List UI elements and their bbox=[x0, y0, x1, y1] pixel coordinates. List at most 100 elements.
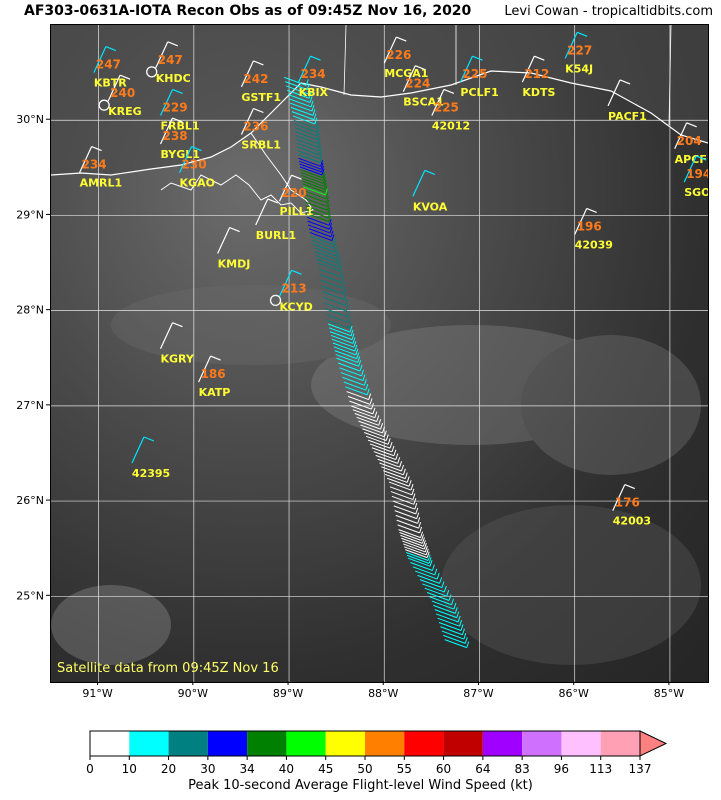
track-barb bbox=[296, 146, 322, 156]
station-pill1: PILL1 220 bbox=[278, 174, 313, 218]
track-barb bbox=[391, 495, 417, 505]
station-kmdj: KMDJ bbox=[217, 226, 250, 271]
wind-barb-flag bbox=[472, 55, 483, 61]
station-gstf1: GSTF1 242 bbox=[240, 60, 281, 104]
track-barb bbox=[444, 639, 470, 649]
station-pressure-value: 226 bbox=[386, 48, 411, 62]
colorbar-swatch bbox=[561, 731, 601, 756]
colorbar-extend-arrow bbox=[639, 730, 668, 757]
track-barb bbox=[298, 157, 324, 167]
wind-barb bbox=[240, 108, 254, 135]
track-barb bbox=[320, 279, 345, 289]
track-barb bbox=[287, 94, 313, 103]
track-barb bbox=[364, 432, 389, 442]
track-barb bbox=[395, 514, 421, 524]
wind-barb bbox=[412, 170, 426, 197]
track-barb bbox=[309, 232, 335, 242]
colorbar-tick-label: 96 bbox=[554, 762, 569, 776]
track-barb bbox=[399, 532, 424, 541]
track-barb bbox=[299, 166, 325, 176]
track-barb bbox=[354, 413, 380, 422]
station-id-label: BURL1 bbox=[256, 229, 296, 242]
colorbar-tick-label: 45 bbox=[318, 762, 333, 776]
wind-barb bbox=[574, 208, 588, 235]
track-barb bbox=[291, 111, 317, 121]
lat-tick-label: 26°N bbox=[16, 494, 44, 507]
cloud-layer bbox=[51, 285, 701, 665]
track-barb bbox=[317, 262, 343, 272]
track-barb bbox=[307, 220, 333, 230]
station-kvoa: KVOA bbox=[412, 169, 448, 213]
track-barb bbox=[292, 115, 318, 125]
track-barb bbox=[318, 268, 344, 278]
track-barb bbox=[326, 319, 352, 329]
wind-barb-flag bbox=[396, 36, 407, 42]
station-khdc: KHDC 247 bbox=[155, 41, 191, 85]
station-42003: 42003 176 bbox=[612, 484, 651, 528]
track-barb bbox=[352, 409, 378, 419]
wind-barb bbox=[240, 60, 254, 88]
colorbar-swatch bbox=[365, 731, 405, 756]
track-barb bbox=[350, 405, 376, 415]
wind-barb-flag bbox=[619, 79, 631, 85]
track-barb bbox=[303, 186, 328, 196]
track-barb bbox=[429, 596, 454, 606]
track-barb bbox=[286, 89, 312, 99]
track-barb bbox=[422, 583, 447, 593]
colorbar-tick-label: 20 bbox=[161, 762, 176, 776]
wind-barb-flag bbox=[172, 322, 183, 328]
colorbar-swatch bbox=[404, 731, 444, 756]
colorbar-swatch bbox=[247, 731, 287, 756]
colorbar-tick-label: 60 bbox=[436, 762, 451, 776]
station-42395: 42395 bbox=[131, 436, 170, 480]
wind-barb-flag bbox=[291, 174, 302, 180]
track-barb bbox=[303, 190, 329, 200]
colorbar-title: Peak 10-second Average Flight-level Wind… bbox=[188, 778, 533, 793]
wind-barb bbox=[278, 174, 293, 202]
station-pressure-value: 213 bbox=[282, 281, 307, 295]
track-barb bbox=[358, 420, 384, 430]
track-barb bbox=[379, 462, 404, 472]
lat-tick-label: 27°N bbox=[16, 399, 44, 412]
track-barb bbox=[301, 174, 326, 184]
track-barb bbox=[388, 481, 414, 491]
wind-barb-flag bbox=[229, 226, 240, 233]
station-id-label: KCYD bbox=[280, 300, 313, 313]
track-barb bbox=[410, 562, 435, 571]
wind-barb bbox=[564, 32, 578, 59]
track-barb bbox=[349, 400, 374, 410]
track-barb bbox=[440, 626, 465, 636]
wind-barb-flag bbox=[191, 146, 202, 152]
wind-barb-flag bbox=[105, 46, 117, 52]
track-barb bbox=[360, 424, 385, 434]
track-barb bbox=[305, 201, 330, 211]
station-42012: 42012 225 bbox=[431, 88, 470, 132]
station-id-label: KREG bbox=[108, 105, 142, 118]
track-barb bbox=[330, 334, 356, 344]
track-barb bbox=[289, 102, 315, 112]
station-id-label: KBIX bbox=[299, 86, 329, 99]
wind-barb bbox=[607, 79, 621, 107]
track-barb bbox=[321, 285, 346, 295]
colorbar-tick-label: 34 bbox=[240, 762, 255, 776]
station-id-label: APCF1 bbox=[675, 153, 708, 166]
lon-tick-label: 91°W bbox=[82, 687, 112, 700]
station-amrl1: AMRL1 234 bbox=[79, 146, 122, 190]
colorbar-tick-label: 55 bbox=[397, 762, 412, 776]
wind-barb bbox=[159, 322, 174, 349]
track-barb bbox=[394, 510, 420, 520]
station-id-label: PACF1 bbox=[608, 110, 647, 123]
station-id-label: PCLF1 bbox=[460, 86, 498, 99]
station-burl1: BURL1 bbox=[255, 198, 296, 242]
wind-barb bbox=[131, 436, 145, 464]
track-barb bbox=[339, 367, 364, 377]
station-pressure-value: 229 bbox=[163, 100, 188, 114]
lat-tick-label: 28°N bbox=[16, 304, 44, 317]
track-barb bbox=[306, 213, 332, 223]
wind-barb-flag bbox=[119, 74, 131, 80]
station-pressure-value: 212 bbox=[524, 67, 549, 81]
track-barb bbox=[381, 466, 406, 476]
track-barb bbox=[390, 491, 416, 501]
track-barb bbox=[397, 524, 423, 534]
track-barb bbox=[433, 604, 458, 614]
